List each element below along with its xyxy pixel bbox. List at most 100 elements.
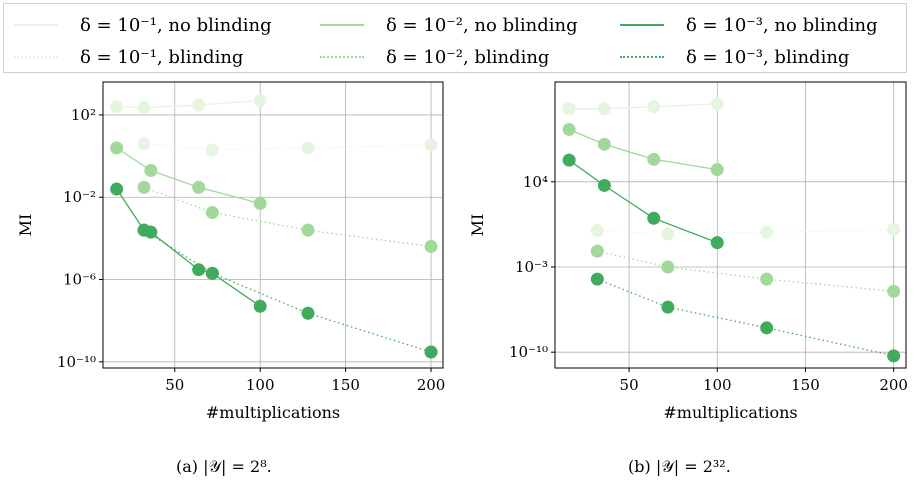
series-line <box>597 250 894 292</box>
legend-label: δ = 10⁻², no blinding <box>386 14 578 36</box>
series-line <box>143 143 432 151</box>
x-tick-label: 150 <box>791 376 820 394</box>
data-point <box>253 94 267 108</box>
data-point <box>424 345 438 359</box>
plot-b: 50 100 150 200 10⁴ 10⁻³ 10⁻¹⁰ #multiplications M… <box>468 81 908 422</box>
x-tick-label: 200 <box>879 376 908 394</box>
x-axis-label: #multiplications <box>206 403 340 422</box>
legend-item-d3-no-blinding: δ = 10⁻³, no blinding <box>620 10 878 40</box>
legend-label: δ = 10⁻³, no blinding <box>686 14 878 36</box>
x-tick-label: 150 <box>331 376 360 394</box>
legend-item-d1-no-blinding: δ = 10⁻¹, no blinding <box>14 10 272 40</box>
data-point <box>710 97 724 111</box>
legend-swatch <box>620 56 664 58</box>
data-point <box>301 223 315 237</box>
series-line <box>143 229 432 353</box>
legend-item-d1-blinding: δ = 10⁻¹, blinding <box>14 42 243 72</box>
legend-swatch <box>620 24 664 26</box>
data-point <box>597 102 611 116</box>
series-line <box>143 186 432 248</box>
y-axis-label: MI <box>468 214 487 237</box>
x-tick-label: 50 <box>620 376 639 394</box>
data-point <box>661 227 675 241</box>
data-point <box>137 223 151 237</box>
data-point <box>424 138 438 152</box>
series-line <box>568 128 718 171</box>
y-tick-label: 10⁴ <box>523 173 548 191</box>
y-axis-label: MI <box>16 214 35 237</box>
data-point <box>661 260 675 274</box>
data-point <box>137 137 151 151</box>
data-point <box>760 225 774 239</box>
y-tick-label: 10⁻¹⁰ <box>509 343 548 361</box>
legend-label: δ = 10⁻³, blinding <box>686 46 850 68</box>
series-line <box>116 147 261 205</box>
plot-a: 50 100 150 200 10² 10⁻² 10⁻⁶ 10⁻¹⁰ #multiplicati… <box>16 81 446 422</box>
caption-a-text: (a) |𝒴| = 2⁸. <box>176 457 272 476</box>
data-point <box>661 300 675 314</box>
caption-a: (a) |𝒴| = 2⁸. <box>176 457 272 477</box>
data-point <box>205 266 219 280</box>
y-tick-label: 10⁻² <box>63 188 96 206</box>
data-point <box>301 141 315 155</box>
series-line <box>597 228 894 235</box>
legend-item-d2-blinding: δ = 10⁻², blinding <box>320 42 549 72</box>
data-point <box>205 143 219 157</box>
plot-frame <box>102 81 444 369</box>
data-point <box>760 321 774 335</box>
x-tick-label: 200 <box>417 376 446 394</box>
data-point <box>137 180 151 194</box>
y-tick-label: 10⁻³ <box>515 258 548 276</box>
data-point <box>590 223 604 237</box>
legend-item-d3-blinding: δ = 10⁻³, blinding <box>620 42 849 72</box>
data-point <box>647 100 661 114</box>
data-point <box>301 306 315 320</box>
data-point <box>424 240 438 254</box>
series-line <box>569 103 718 110</box>
legend-swatch <box>14 56 58 58</box>
data-point <box>887 223 901 237</box>
data-point <box>562 122 576 136</box>
x-tick-label: 100 <box>246 376 275 394</box>
series-line <box>116 188 261 307</box>
data-point <box>590 244 604 258</box>
data-point <box>710 236 724 250</box>
y-tick-label: 10⁻¹⁰ <box>57 353 96 371</box>
data-point <box>590 272 604 286</box>
data-point <box>110 141 124 155</box>
data-point <box>647 152 661 166</box>
data-point <box>710 163 724 177</box>
legend-label: δ = 10⁻¹, no blinding <box>80 14 272 36</box>
data-point <box>253 196 267 210</box>
legend: δ = 10⁻¹, no blinding δ = 10⁻², no blind… <box>3 3 907 73</box>
data-point <box>562 153 576 167</box>
data-point <box>647 211 661 225</box>
x-tick-label: 50 <box>165 376 184 394</box>
legend-item-d2-no-blinding: δ = 10⁻², no blinding <box>320 10 578 40</box>
data-point <box>144 163 158 177</box>
x-axis-label: #multiplications <box>663 403 797 422</box>
series-line <box>116 99 261 109</box>
caption-b-text: (b) |𝒴| = 2³². <box>628 457 731 476</box>
data-point <box>205 206 219 220</box>
data-point <box>597 137 611 151</box>
data-point <box>760 272 774 286</box>
x-tick-label: 100 <box>703 376 732 394</box>
caption-b: (b) |𝒴| = 2³². <box>628 457 731 477</box>
data-point <box>192 98 206 112</box>
data-point <box>192 263 206 277</box>
series-line <box>597 278 894 357</box>
series-line <box>568 159 718 244</box>
legend-label: δ = 10⁻², blinding <box>386 46 550 68</box>
legend-swatch <box>14 24 58 26</box>
data-point <box>887 349 901 363</box>
plot-frame <box>554 81 907 369</box>
data-point <box>110 182 124 196</box>
data-point <box>597 178 611 192</box>
legend-swatch <box>320 24 364 26</box>
data-point <box>192 180 206 194</box>
data-point <box>253 299 267 313</box>
data-point <box>137 100 151 114</box>
data-point <box>562 102 576 116</box>
